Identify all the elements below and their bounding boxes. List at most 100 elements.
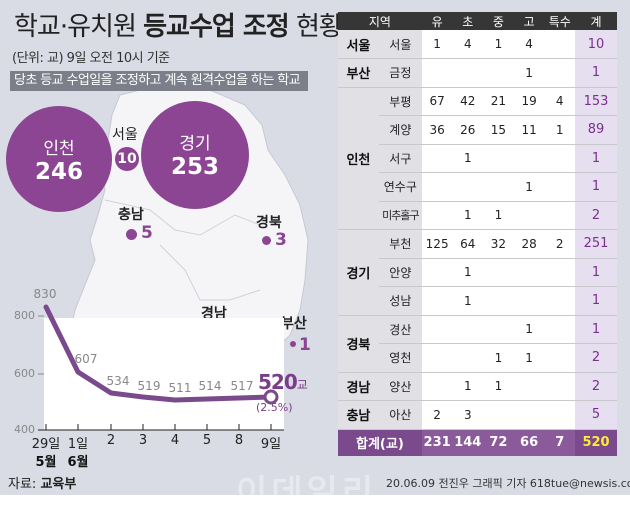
infographic: 학교·유치원 등교수업 조정 현황 (단위: 교) 9일 오전 10시 기준 당… <box>0 0 630 495</box>
cell <box>544 201 576 230</box>
district-cell: 아산 <box>378 400 422 430</box>
cell: 125 <box>421 229 453 259</box>
cell: 1 <box>483 372 514 401</box>
col-header: 중 <box>483 12 514 30</box>
total-cell: 1 <box>575 58 617 88</box>
cell: 1 <box>452 201 484 230</box>
bubble-label: 경기 <box>179 134 211 154</box>
cell <box>421 286 453 316</box>
cell <box>513 258 545 287</box>
region-cell: 충남 <box>338 400 379 430</box>
chungnam-label: 충남 <box>118 207 144 223</box>
source-label: 자료: <box>8 477 41 492</box>
bubble-label: 인천 <box>43 139 75 159</box>
bubble-value: 246 <box>34 159 83 185</box>
col-header: 유 <box>421 12 453 30</box>
total-cell: 251 <box>575 229 617 259</box>
cell: 1 <box>513 343 545 373</box>
sum-cell: 72 <box>483 429 514 456</box>
district-cell: 부평 <box>378 87 422 116</box>
district-cell: 양산 <box>378 372 422 401</box>
cell <box>513 400 545 430</box>
chungnam-value: 5 <box>141 223 153 243</box>
cell: 21 <box>483 87 514 116</box>
unit-note: (단위: 교) 9일 오전 10시 기준 <box>12 51 170 66</box>
final-value: 520 <box>258 370 298 394</box>
cell: 1 <box>544 115 576 145</box>
col-header: 초 <box>452 12 484 30</box>
final-percent: (2.5%) <box>256 401 293 414</box>
district-cell: 안양 <box>378 258 422 287</box>
sum-cell: 7 <box>544 429 576 456</box>
y-tick-800: 800 <box>14 309 35 322</box>
cell: 4 <box>513 30 545 59</box>
x-tick: 4 <box>170 433 180 448</box>
x-tick: 8 <box>234 433 244 448</box>
gyeongbuk-dot <box>262 236 271 245</box>
cell: 2 <box>421 400 453 430</box>
total-cell: 153 <box>575 87 617 116</box>
seoul-label: 서울 <box>112 127 138 143</box>
cell <box>513 144 545 173</box>
chungnam-dot <box>126 229 137 240</box>
table-row: 인천 부평 67 42 21 19 4 153 <box>338 87 617 230</box>
sum-cell: 66 <box>513 429 545 456</box>
cell <box>544 400 576 430</box>
cell <box>513 286 545 316</box>
cell: 3 <box>452 400 484 430</box>
district-cell: 서울 <box>378 30 422 59</box>
col-header: 계 <box>575 12 617 30</box>
busan-dot <box>290 341 296 347</box>
point-label: 517 <box>230 379 254 393</box>
total-cell: 1 <box>575 315 617 344</box>
district-cell: 영천 <box>378 343 422 373</box>
region-cell: 경북 <box>338 315 379 373</box>
total-cell: 1 <box>575 286 617 316</box>
table-row: 경기 부천 125 64 32 28 2 251 <box>338 229 617 316</box>
x-tick: 29일 <box>31 437 61 452</box>
cell <box>483 286 514 316</box>
point-label: 830 <box>33 287 57 301</box>
table-row: 영천 1 1 2 <box>338 343 617 373</box>
x-tick: 9일 <box>260 437 282 452</box>
bubble-value: 253 <box>170 154 219 180</box>
region-cell: 경기 <box>338 229 379 316</box>
cell: 1 <box>452 258 484 287</box>
data-table: 지역 유 초 중 고 특수 계 서울 서울 1 4 1 4 10 부산 <box>338 12 617 456</box>
cell: 64 <box>452 229 484 259</box>
credit: 20.06.09 전진우 그래픽 기자 618tue@newsis.com <box>386 477 630 490</box>
cell: 4 <box>452 30 484 59</box>
cell <box>421 201 453 230</box>
table-row: 경남 양산 1 1 2 <box>338 372 617 401</box>
district-cell: 성남 <box>378 286 422 316</box>
table-row: 경북 경산 1 1 <box>338 315 617 373</box>
x-tick: 3 <box>138 433 148 448</box>
cell: 36 <box>421 115 453 145</box>
cell <box>452 315 484 344</box>
cell <box>483 258 514 287</box>
table-header: 지역 유 초 중 고 특수 계 <box>338 12 617 30</box>
cell: 1 <box>483 201 514 230</box>
region-cell: 부산 <box>338 58 379 88</box>
cell: 1 <box>452 144 484 173</box>
bubble-incheon: 인천 246 <box>6 106 112 212</box>
table-row: 충남 아산 2 3 5 <box>338 400 617 430</box>
cell: 4 <box>544 87 576 116</box>
gyeongbuk-value: 3 <box>275 230 287 250</box>
cell <box>421 258 453 287</box>
busan-label: 부산 <box>281 316 307 332</box>
col-header: 지역 <box>338 12 422 30</box>
cell <box>544 58 576 88</box>
total-cell: 2 <box>575 372 617 401</box>
cell <box>452 172 484 202</box>
table-row: 서구 1 1 <box>338 144 617 173</box>
point-label: 607 <box>74 352 98 366</box>
cell: 1 <box>483 30 514 59</box>
cell <box>544 343 576 373</box>
sum-cell: 144 <box>452 429 484 456</box>
cell: 19 <box>513 87 545 116</box>
total-cell: 10 <box>575 30 617 59</box>
table-row: 안양 1 1 <box>338 258 617 287</box>
cell <box>421 172 453 202</box>
cell: 15 <box>483 115 514 145</box>
